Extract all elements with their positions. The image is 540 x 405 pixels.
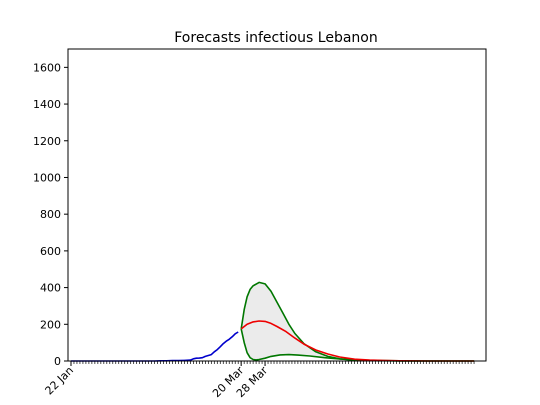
forecast-band: [241, 282, 475, 361]
plot-frame: [67, 48, 487, 362]
y-tick-label: 1000: [33, 171, 61, 184]
x-tick-label: 22 Jan: [43, 364, 77, 398]
observed-line: [71, 331, 239, 362]
y-tick-label: 1600: [33, 61, 61, 74]
chart-title: Forecasts infectious Lebanon: [174, 30, 378, 46]
y-tick-label: 400: [40, 282, 61, 295]
band-layer: [241, 282, 475, 361]
y-tick-label: 1200: [33, 135, 61, 148]
y-tick-label: 200: [40, 318, 61, 331]
y-tick-label: 600: [40, 245, 61, 258]
y-tick-label: 800: [40, 208, 61, 221]
y-tick-label: 0: [54, 355, 61, 368]
forecast-mean-line: [240, 320, 475, 362]
y-tick-label: 1400: [33, 98, 61, 111]
